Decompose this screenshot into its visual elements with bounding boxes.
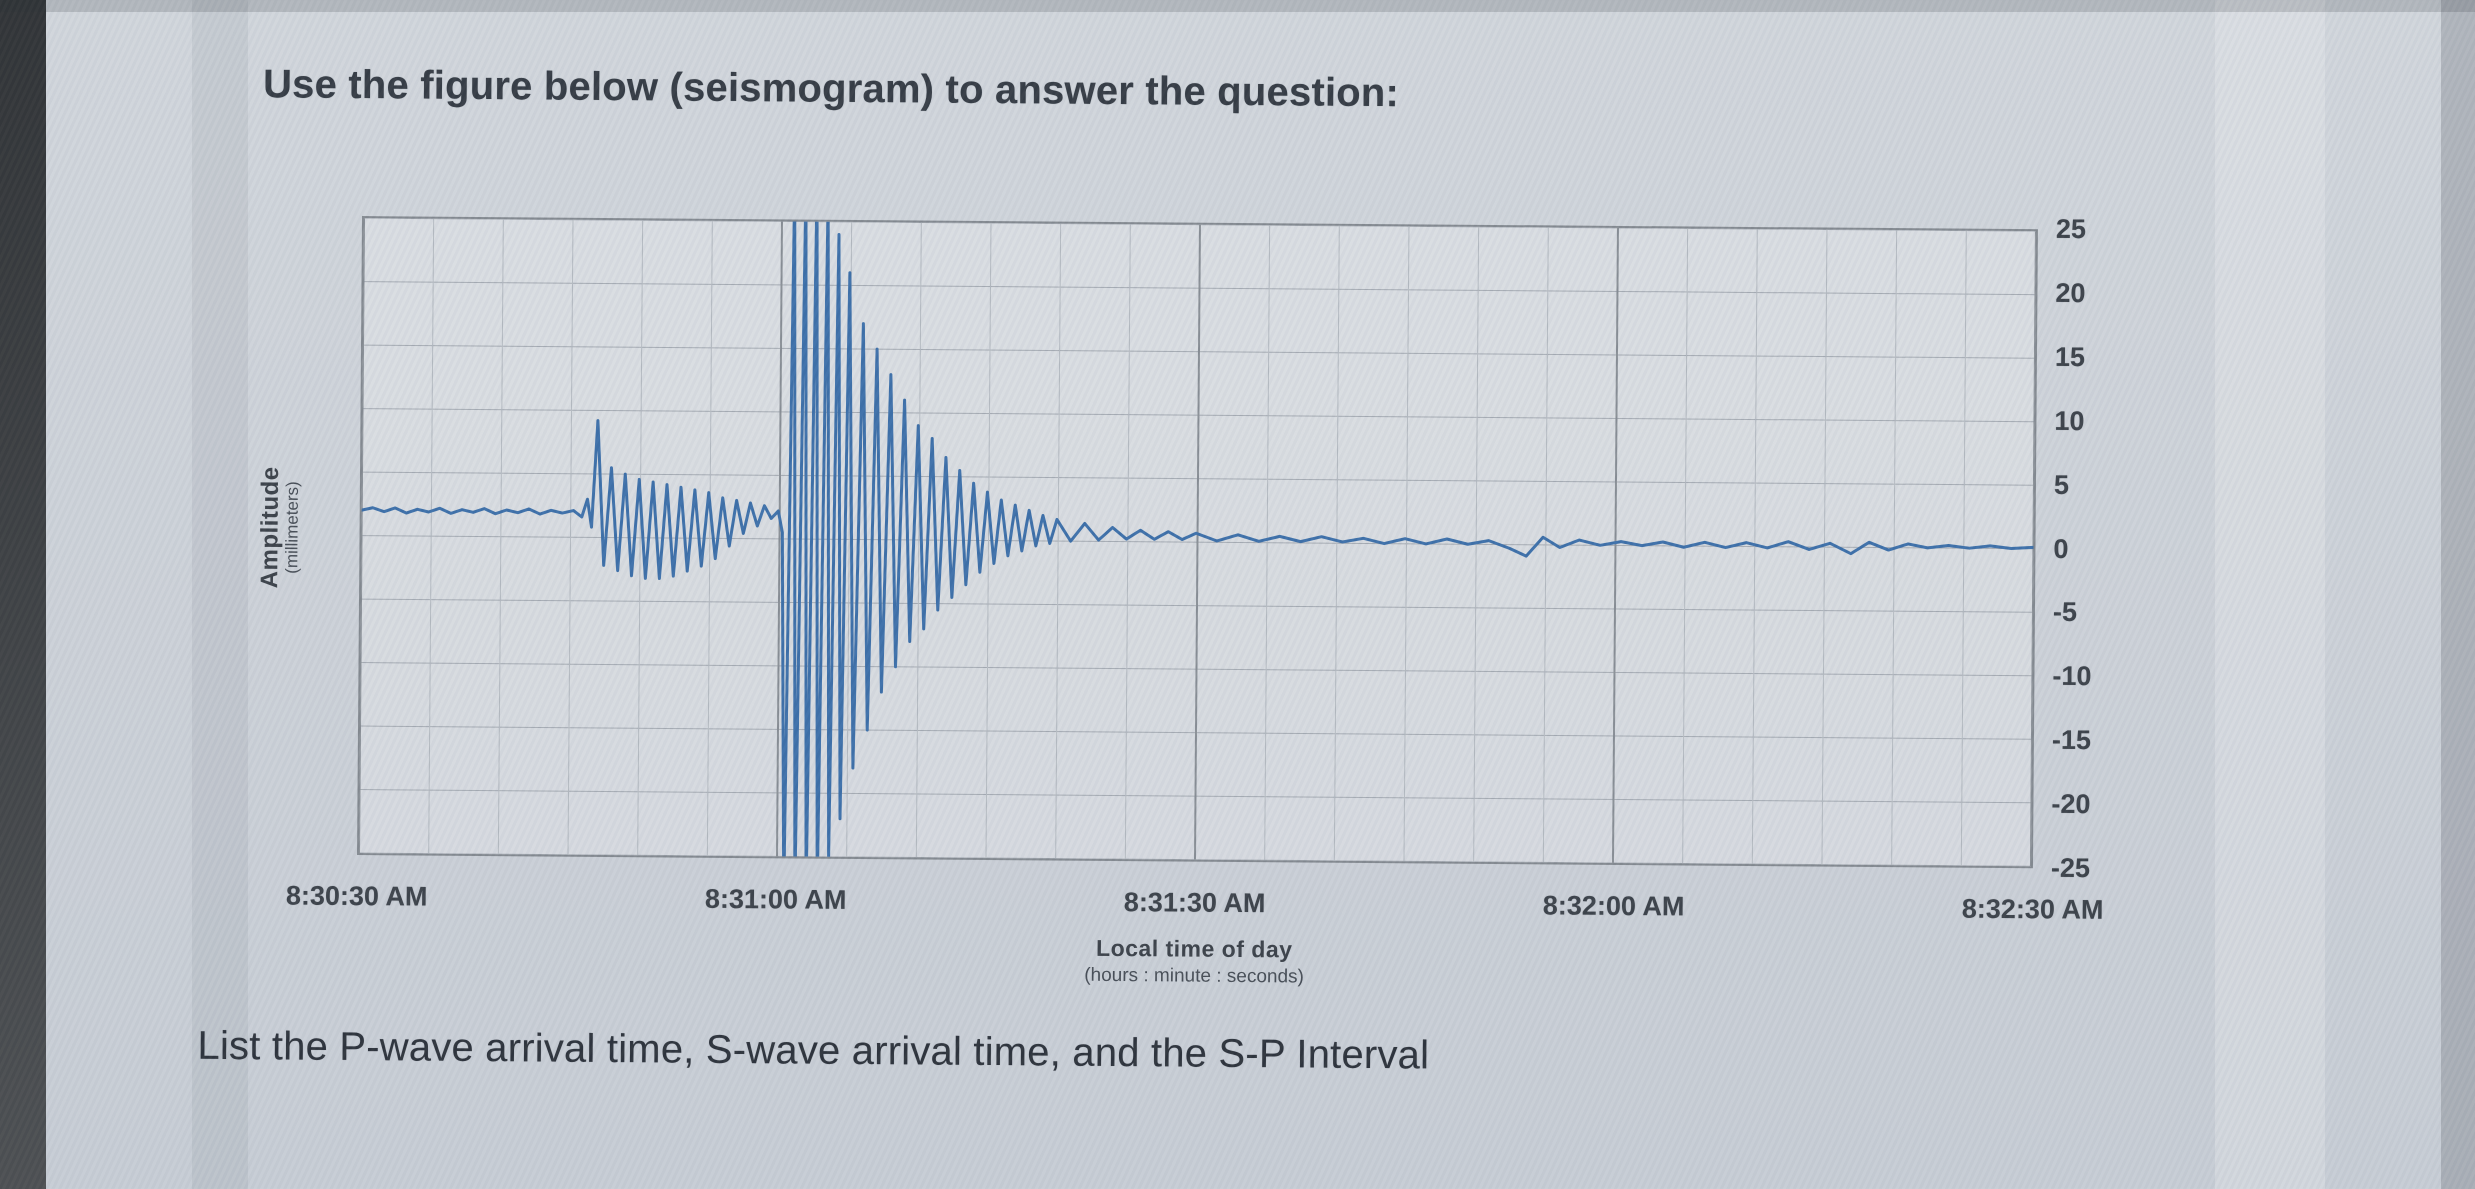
grid-minor (1055, 223, 1062, 859)
x-tick-label: 8:31:30 AM (1123, 887, 1266, 919)
x-tick-label: 8:32:30 AM (1961, 893, 2104, 925)
grid-minor (1821, 229, 1828, 865)
seismogram-svg (359, 218, 2036, 867)
y-tick-label: 5 (2053, 469, 2070, 500)
y-tick-label: 15 (2054, 341, 2086, 372)
x-tick-label: 8:31:00 AM (704, 883, 847, 915)
grid-minor (915, 222, 922, 858)
y-axis-title-text: Amplitude (256, 466, 285, 589)
grid-minor (1124, 224, 1131, 860)
grid-minor (567, 219, 574, 855)
x-tick-label: 8:30:30 AM (285, 880, 428, 912)
grid-minor (706, 220, 713, 856)
grid-minor (1333, 225, 1340, 861)
grid-minor (637, 220, 644, 856)
y-tick-label: 10 (2054, 405, 2085, 436)
grid-major (359, 218, 366, 854)
x-axis-units-text: (hours : minute : seconds) (1084, 964, 1304, 988)
y-tick-label: 25 (2055, 213, 2087, 245)
y-tick-label: -15 (2051, 725, 2092, 756)
y-tick-label: -5 (2052, 597, 2078, 628)
y-axis-units-text: (millimeters) (282, 481, 303, 574)
seismogram-plot-area (357, 216, 2038, 869)
grid-minor (1542, 227, 1549, 863)
x-tick-labels: 8:30:30 AM 8:31:00 AM 8:31:30 AM 8:32:00 AM… (286, 880, 2104, 934)
x-axis-title-text: Local time of day (1096, 934, 1293, 963)
grid-minor (1264, 225, 1271, 861)
x-axis-title: Local time of day (hours : minute : seco… (1084, 935, 1304, 989)
grid-minor (1751, 229, 1758, 865)
x-tick-label: 8:32:00 AM (1542, 890, 1685, 922)
grid-minor (428, 218, 435, 854)
question-text: List the P-wave arrival time, S-wave arr… (197, 1023, 1430, 1078)
y-tick-label: 20 (2055, 277, 2086, 308)
page-title: Use the figure below (seismogram) to ans… (262, 62, 1400, 116)
grid-minor (1403, 226, 1410, 862)
grid-major (776, 221, 783, 857)
grid-major (1193, 224, 1201, 860)
y-axis-title: Amplitude (millimeters) (256, 427, 319, 627)
y-tick-label: -20 (2051, 788, 2091, 820)
y-tick-label: -10 (2052, 661, 2092, 692)
grid-major (1611, 227, 1619, 863)
grid-minor (497, 219, 504, 855)
y-tick-label: -25 (2050, 852, 2091, 884)
y-tick-labels: 25 20 15 10 5 0 -5 -10 -15 -20 -25 (2051, 214, 2166, 883)
seismogram-trace (360, 218, 2035, 867)
grid-minor (985, 222, 992, 858)
y-tick-label: 0 (2053, 533, 2069, 564)
